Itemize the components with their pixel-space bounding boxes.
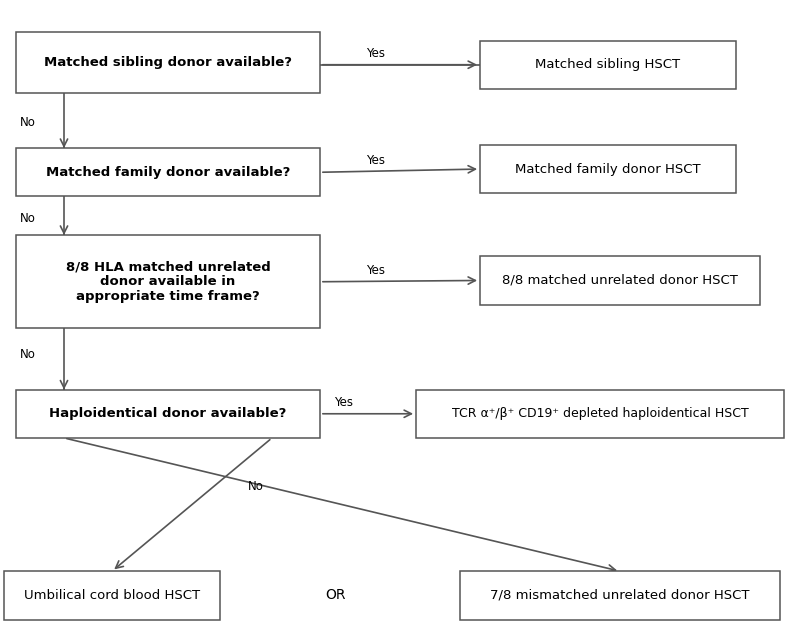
Text: Yes: Yes	[366, 263, 386, 277]
Text: No: No	[20, 348, 36, 361]
FancyBboxPatch shape	[480, 41, 736, 89]
Text: 8/8 HLA matched unrelated
donor available in
appropriate time frame?: 8/8 HLA matched unrelated donor availabl…	[66, 260, 270, 303]
Text: Yes: Yes	[366, 154, 386, 167]
Text: 7/8 mismatched unrelated donor HSCT: 7/8 mismatched unrelated donor HSCT	[490, 589, 750, 602]
Text: Yes: Yes	[334, 395, 354, 409]
Text: Haploidentical donor available?: Haploidentical donor available?	[50, 407, 286, 421]
Text: Umbilical cord blood HSCT: Umbilical cord blood HSCT	[24, 589, 200, 602]
Text: Matched family donor available?: Matched family donor available?	[46, 166, 290, 179]
FancyBboxPatch shape	[16, 32, 320, 93]
Text: Yes: Yes	[366, 46, 386, 60]
FancyBboxPatch shape	[480, 145, 736, 193]
Text: TCR α⁺/β⁺ CD19⁺ depleted haploidentical HSCT: TCR α⁺/β⁺ CD19⁺ depleted haploidentical …	[452, 407, 748, 421]
FancyBboxPatch shape	[4, 571, 220, 620]
FancyBboxPatch shape	[16, 148, 320, 196]
FancyBboxPatch shape	[16, 390, 320, 438]
FancyBboxPatch shape	[416, 390, 784, 438]
Text: Matched family donor HSCT: Matched family donor HSCT	[515, 162, 701, 176]
Text: No: No	[248, 480, 264, 493]
FancyBboxPatch shape	[16, 235, 320, 328]
Text: No: No	[20, 213, 36, 225]
FancyBboxPatch shape	[480, 256, 760, 305]
Text: No: No	[20, 116, 36, 129]
Text: Matched sibling HSCT: Matched sibling HSCT	[535, 58, 681, 71]
FancyBboxPatch shape	[460, 571, 780, 620]
Text: 8/8 matched unrelated donor HSCT: 8/8 matched unrelated donor HSCT	[502, 274, 738, 287]
Text: Matched sibling donor available?: Matched sibling donor available?	[44, 56, 292, 70]
Text: OR: OR	[326, 588, 346, 602]
